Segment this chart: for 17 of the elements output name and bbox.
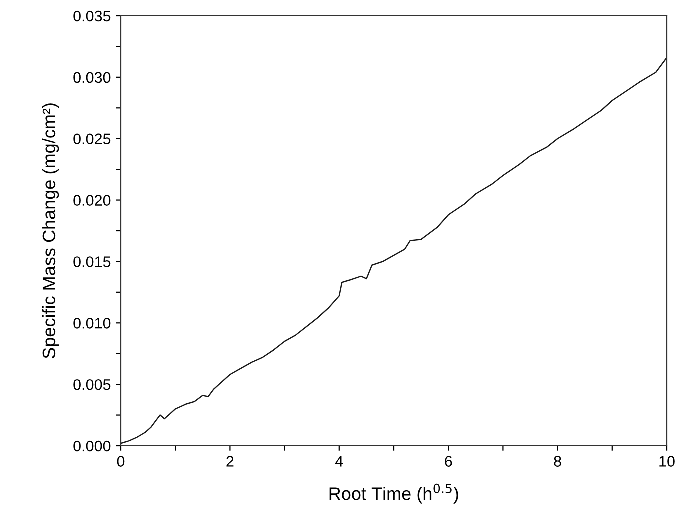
y-axis-title: Specific Mass Change (mg/cm²) <box>42 104 60 359</box>
x-tick-label: 10 <box>660 456 675 467</box>
y-tick-label: 0.015 <box>74 256 111 268</box>
x-tick-label: 2 <box>226 456 234 467</box>
x-axis-title: Root Time (h$^{0.5}$) <box>330 484 458 504</box>
y-tick-label: 0.030 <box>74 72 111 84</box>
x-tick-label: 4 <box>336 456 344 467</box>
y-tick-label: 0.000 <box>74 440 111 452</box>
y-tick-label: 0.010 <box>74 318 111 329</box>
y-tick-label: 0.020 <box>74 195 111 206</box>
x-tick-label: 0 <box>117 456 125 467</box>
y-tick-label: 0.025 <box>74 134 111 145</box>
y-tick-label: 0.035 <box>74 10 111 22</box>
x-tick-label: 8 <box>554 456 562 467</box>
line-series <box>121 57 667 444</box>
x-tick-label: 6 <box>445 456 452 467</box>
y-tick-label: 0.005 <box>74 379 111 390</box>
